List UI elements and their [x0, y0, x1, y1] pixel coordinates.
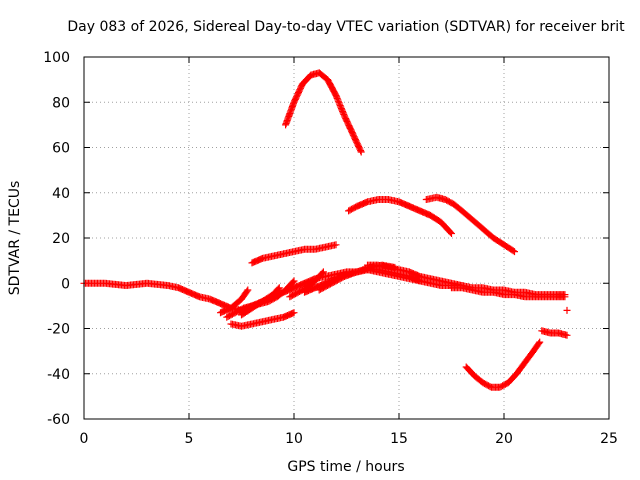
x-tick-label: 15	[390, 431, 408, 447]
x-axis-label: GPS time / hours	[287, 459, 404, 475]
data-point-markers	[217, 286, 252, 317]
data-point-markers	[227, 309, 298, 330]
grid-layer	[84, 57, 609, 419]
data-point-markers	[538, 327, 571, 339]
series-arc16	[448, 284, 569, 301]
data-point-markers	[563, 306, 571, 314]
data-point-markers	[448, 284, 569, 301]
y-tick-label: 20	[52, 231, 70, 247]
y-tick-label: 0	[61, 276, 70, 292]
y-tick-label: -20	[47, 322, 70, 338]
data-point-markers	[238, 284, 283, 319]
y-tick-label: -60	[47, 412, 70, 428]
series-arc15	[364, 261, 466, 289]
x-tick-label: 10	[285, 431, 303, 447]
series-arc2	[282, 69, 365, 156]
y-tick-label: 60	[52, 141, 70, 157]
plot-frame	[83, 56, 610, 420]
x-tick-label: 25	[600, 431, 618, 447]
y-tick-label: 40	[52, 186, 70, 202]
data-point-markers	[364, 261, 466, 289]
series-arc4	[422, 193, 518, 256]
x-tick-label: 20	[495, 431, 513, 447]
data-point-markers	[462, 338, 544, 391]
x-tick-label: 0	[80, 431, 89, 447]
series-arc11	[238, 284, 283, 319]
data-layer	[80, 69, 571, 391]
y-tick-label: 100	[43, 50, 70, 66]
data-point-markers	[422, 193, 518, 256]
series-arc6	[462, 338, 544, 391]
series-arc3	[345, 196, 455, 237]
x-tick-label: 5	[185, 431, 194, 447]
series-arc7	[538, 327, 571, 339]
data-point-markers	[248, 241, 340, 267]
y-tick-label: -40	[47, 367, 70, 383]
series-arc8	[227, 309, 298, 330]
chart-title: Day 083 of 2026, Sidereal Day-to-day VTE…	[67, 19, 625, 35]
y-tick-label: 80	[52, 95, 70, 111]
data-point-markers	[345, 196, 455, 237]
tick-layer	[83, 56, 610, 420]
series-arc5	[248, 241, 340, 267]
tick-labels: 0 5 10 15 20 25 -60 -40 -20 0 20 40 60 80 100	[43, 50, 618, 447]
data-point-markers	[282, 69, 365, 156]
series-arc10	[217, 286, 252, 317]
y-axis-label: SDTVAR / TECUs	[7, 181, 23, 296]
series-single	[563, 306, 571, 314]
